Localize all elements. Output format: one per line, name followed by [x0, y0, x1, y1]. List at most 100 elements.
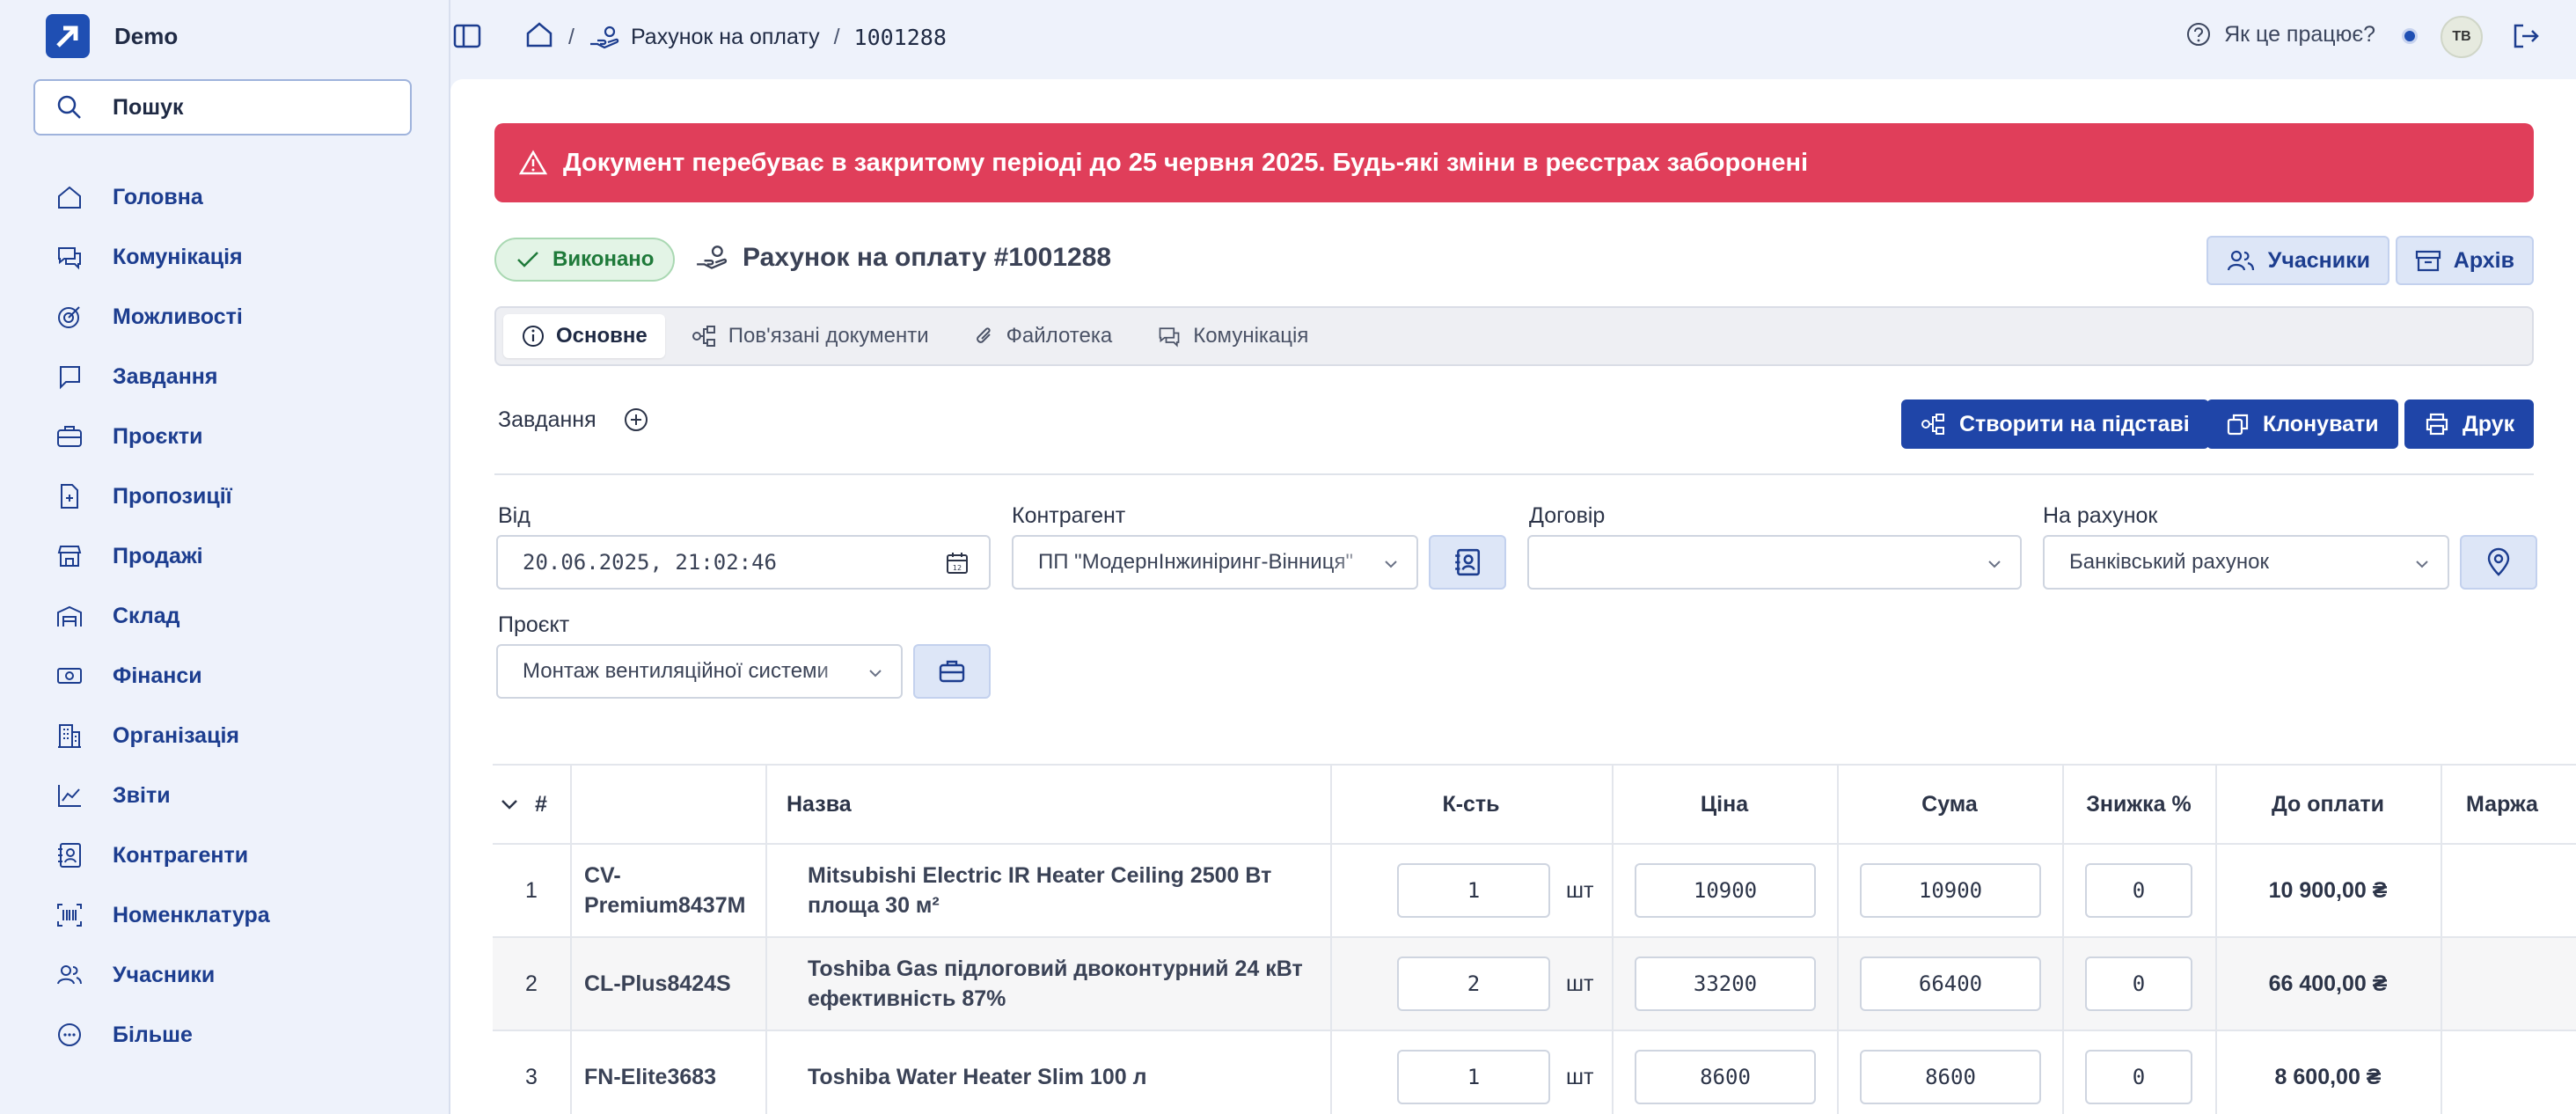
project-select[interactable]: Монтаж вентиляційної системи — [496, 644, 903, 699]
briefcase-icon — [55, 421, 84, 451]
location-pin-icon — [2487, 547, 2510, 576]
sidebar-item-participants[interactable]: Учасники — [55, 945, 270, 1005]
sidebar-item-nomenclature[interactable]: Номенклатура — [55, 885, 270, 945]
store-icon — [55, 541, 84, 571]
page-title: Рахунок на оплату #1001288 — [695, 243, 1111, 273]
discount-input[interactable]: 0 — [2085, 863, 2192, 918]
expand-all-icon[interactable] — [498, 766, 533, 843]
search-icon — [57, 95, 81, 119]
chart-icon — [55, 781, 84, 810]
contract-select[interactable] — [1527, 535, 2022, 590]
counterparty-card-button[interactable] — [1429, 535, 1506, 590]
sidebar-item-projects[interactable]: Проєкти — [55, 407, 270, 466]
sidebar-item-proposals[interactable]: Пропозиції — [55, 466, 270, 526]
sum-input[interactable]: 66400 — [1860, 956, 2041, 1011]
sidebar-item-finance[interactable]: Фінанси — [55, 646, 270, 706]
tasks-section: Завдання — [498, 407, 649, 433]
column-divider — [2215, 845, 2217, 936]
tab-related-documents[interactable]: Пов'язані документи — [674, 314, 947, 358]
copy-icon — [2227, 414, 2249, 436]
sum-input[interactable]: 8600 — [1860, 1050, 2041, 1104]
home-icon — [55, 182, 84, 212]
sidebar-item-sales[interactable]: Продажі — [55, 526, 270, 586]
archive-button-label: Архів — [2453, 247, 2514, 273]
chevron-down-icon — [1385, 561, 1397, 568]
sidebar-item-more[interactable]: Більше — [55, 1005, 270, 1065]
quantity-input[interactable]: 1 — [1397, 863, 1550, 918]
sidebar-item-warehouse[interactable]: Склад — [55, 586, 270, 646]
tab-main[interactable]: Основне — [503, 314, 665, 358]
chat-icon — [1159, 327, 1180, 348]
sidebar-item-tasks[interactable]: Завдання — [55, 347, 270, 407]
brand[interactable]: Demo — [46, 14, 178, 58]
sidebar-item-home[interactable]: Головна — [55, 167, 270, 227]
add-task-icon[interactable] — [623, 407, 649, 433]
tab-communication[interactable]: Комунікація — [1138, 314, 1326, 358]
sidebar-item-label: Контрагенти — [113, 842, 249, 868]
print-button[interactable]: Друк — [2404, 399, 2535, 449]
project-open-button[interactable] — [913, 644, 991, 699]
breadcrumb-doc-type[interactable]: Рахунок на оплату — [589, 25, 820, 51]
price-input[interactable]: 8600 — [1635, 1050, 1816, 1104]
create-based-on-button[interactable]: Створити на підставі — [1901, 399, 2209, 449]
invoice-hand-icon — [697, 246, 728, 269]
barcode-icon — [55, 900, 84, 930]
archive-button[interactable]: Архів — [2395, 236, 2534, 285]
sidebar-item-label: Можливості — [113, 304, 243, 329]
quantity-input[interactable]: 2 — [1397, 956, 1550, 1011]
column-divider — [1612, 1031, 1614, 1114]
alert-text: Документ перебуває в закритому періоді д… — [563, 148, 1809, 177]
quantity-input[interactable]: 1 — [1397, 1050, 1550, 1104]
sidebar-item-opportunities[interactable]: Можливості — [55, 287, 270, 347]
clone-button[interactable]: Клонувати — [2206, 399, 2398, 449]
column-divider — [765, 766, 767, 843]
column-divider — [1612, 845, 1614, 936]
sidebar-nav: Головна Комунікація Можливості Завдання … — [55, 167, 270, 1065]
sum-input[interactable]: 10900 — [1860, 863, 2041, 918]
discount-input[interactable]: 0 — [2085, 1050, 2192, 1104]
participants-button[interactable]: Учасники — [2206, 236, 2389, 285]
sidebar-item-organization[interactable]: Організація — [55, 706, 270, 766]
online-status-dot — [2402, 28, 2418, 44]
column-divider — [2062, 766, 2064, 843]
search-input[interactable]: Пошук — [33, 79, 412, 136]
table-row[interactable]: 3 FN-Elite3683 Toshiba Water Heater Slim… — [493, 1031, 2576, 1114]
price-input[interactable]: 10900 — [1635, 863, 1816, 918]
price-input[interactable]: 33200 — [1635, 956, 1816, 1011]
column-divider — [2441, 1031, 2442, 1114]
closed-period-alert: Документ перебуває в закритому періоді д… — [494, 123, 2534, 202]
account-location-button[interactable] — [2460, 535, 2537, 590]
col-name: Назва — [787, 791, 852, 817]
status-label: Виконано — [553, 247, 655, 271]
logout-icon[interactable] — [2511, 21, 2543, 53]
column-divider — [765, 1031, 767, 1114]
participants-button-label: Учасники — [2267, 247, 2370, 273]
date-field[interactable]: 20.06.2025, 21:02:46 12 — [496, 535, 991, 590]
contact-icon — [55, 840, 84, 870]
sidebar-item-communication[interactable]: Комунікація — [55, 227, 270, 287]
sidebar-toggle-icon[interactable] — [452, 21, 484, 53]
counterparty-select[interactable]: ПП "МодернІнжиніринг-Вінниця" — [1012, 535, 1418, 590]
sidebar-item-label: Номенклатура — [113, 902, 270, 927]
tab-files[interactable]: Файлотека — [955, 314, 1131, 358]
fade-overlay — [813, 646, 866, 697]
table-row[interactable]: 1 CV-Premium8437M Mitsubishi Electric IR… — [493, 845, 2576, 938]
avatar[interactable]: ТВ — [2441, 16, 2483, 58]
users-icon — [55, 960, 84, 990]
home-icon[interactable] — [524, 19, 554, 55]
divider — [494, 473, 2534, 475]
to-pay-value: 66 400,00 ₴ — [2268, 971, 2388, 996]
relations-icon — [692, 326, 715, 347]
print-label: Друк — [2463, 411, 2515, 436]
sidebar-item-reports[interactable]: Звіти — [55, 766, 270, 825]
column-divider — [2441, 845, 2442, 936]
account-select[interactable]: Банківський рахунок — [2043, 535, 2449, 590]
discount-input[interactable]: 0 — [2085, 956, 2192, 1011]
table-row[interactable]: 2 CL-Plus8424S Toshiba Gas підлоговий дв… — [493, 938, 2576, 1031]
date-value: 20.06.2025, 21:02:46 — [523, 550, 777, 575]
calendar-icon[interactable]: 12 — [945, 551, 970, 575]
help-link[interactable]: Як це працює? — [2185, 21, 2375, 48]
help-label: Як це працює? — [2224, 21, 2375, 47]
sidebar-item-counterparties[interactable]: Контрагенти — [55, 825, 270, 885]
warehouse-icon — [55, 601, 84, 631]
